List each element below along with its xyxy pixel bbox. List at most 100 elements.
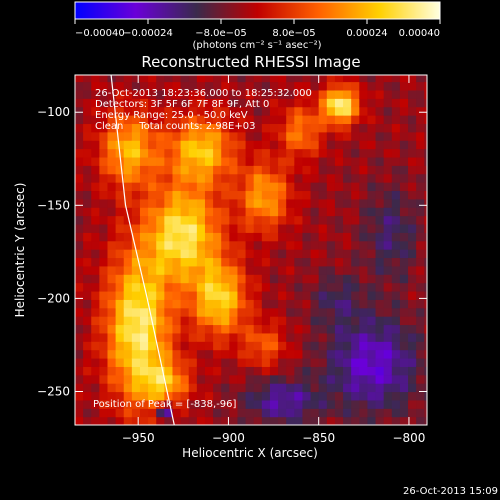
heatmap-cell (286, 290, 295, 300)
heatmap-cell (334, 391, 344, 401)
heatmap-cell (237, 198, 247, 208)
heatmap-cell (229, 232, 239, 242)
heatmap-cell (310, 98, 320, 108)
heatmap-cell (164, 232, 174, 242)
y-tick-label: −250 (37, 384, 70, 398)
heatmap-cell (416, 198, 425, 208)
heatmap-cell (196, 223, 206, 233)
heatmap-cell (180, 349, 190, 359)
heatmap-cell (367, 240, 377, 250)
heatmap-cell (326, 215, 336, 225)
heatmap-cell (399, 332, 409, 342)
heatmap-cell (131, 341, 141, 351)
heatmap-cell (245, 249, 255, 259)
heatmap-cell (123, 165, 133, 175)
heatmap-cell (237, 341, 247, 351)
heatmap-cell (424, 81, 427, 91)
heatmap-cell (99, 299, 109, 309)
heatmap-cell (204, 207, 214, 217)
heatmap-cell (75, 383, 84, 393)
heatmap-cell (391, 131, 401, 141)
heatmap-cell (123, 156, 133, 166)
heatmap-cell (408, 366, 417, 376)
heatmap-cell (115, 131, 125, 141)
heatmap-cell (424, 89, 427, 99)
heatmap-cell (408, 240, 417, 250)
heatmap-cell (343, 115, 352, 125)
heatmap-cell (83, 290, 92, 300)
heatmap-cell (351, 81, 360, 91)
heatmap-cell (115, 299, 125, 309)
heatmap-cell (139, 140, 149, 150)
heatmap-cell (204, 416, 214, 425)
heatmap-cell (164, 316, 174, 326)
heatmap-cell (302, 374, 312, 384)
heatmap-cell (123, 75, 133, 83)
heatmap-cell (261, 98, 271, 108)
heatmap-cell (278, 198, 287, 208)
heatmap-cell (131, 299, 141, 309)
heatmap-cell (359, 140, 369, 150)
heatmap-cell (229, 399, 239, 409)
heatmap-cell (343, 341, 352, 351)
heatmap-cell (302, 81, 312, 91)
heatmap-cell (237, 324, 247, 334)
colorbar (74, 1, 441, 20)
heatmap-cell (416, 106, 425, 116)
heatmap-cell (180, 299, 190, 309)
heatmap-cell (172, 123, 182, 133)
heatmap-cell (318, 156, 328, 166)
heatmap-cell (343, 89, 352, 99)
heatmap-cell (408, 383, 417, 393)
heatmap-cell (99, 98, 109, 108)
heatmap-cell (204, 182, 214, 192)
heatmap-cell (131, 156, 141, 166)
heatmap-cell (99, 249, 109, 259)
heatmap-cell (416, 265, 425, 275)
heatmap-cell (367, 75, 377, 83)
heatmap-cell (107, 148, 117, 158)
heatmap-cell (334, 131, 344, 141)
heatmap-cell (343, 290, 352, 300)
heatmap-cell (399, 299, 409, 309)
heatmap-cell (424, 332, 427, 342)
heatmap-cell (351, 332, 360, 342)
heatmap-cell (156, 399, 165, 409)
heatmap-cell (148, 391, 157, 401)
heatmap-cell (359, 190, 369, 200)
heatmap-cell (196, 81, 206, 91)
heatmap-cell (245, 240, 255, 250)
heatmap-cell (172, 416, 182, 425)
heatmap-cell (156, 232, 165, 242)
heatmap-cell (139, 131, 149, 141)
heatmap-cell (99, 257, 109, 267)
heatmap-cell (164, 98, 174, 108)
heatmap-cell (204, 299, 214, 309)
heatmap-cell (359, 89, 369, 99)
heatmap-cell (156, 173, 165, 183)
heatmap-cell (318, 416, 328, 425)
heatmap-cell (99, 332, 109, 342)
heatmap-cell (375, 391, 385, 401)
heatmap-cell (180, 198, 190, 208)
heatmap-cell (221, 274, 230, 284)
heatmap-cell (278, 215, 287, 225)
heatmap-cell (139, 290, 149, 300)
heatmap-cell (391, 75, 401, 83)
heatmap-cell (359, 249, 369, 259)
heatmap-cell (164, 223, 174, 233)
heatmap-cell (75, 198, 84, 208)
heatmap-cell (318, 115, 328, 125)
heatmap-cell (343, 399, 352, 409)
heatmap-cell (383, 349, 393, 359)
heatmap-cell (253, 106, 263, 116)
heatmap-cell (302, 232, 312, 242)
heatmap-cell (351, 374, 360, 384)
heatmap-cell (164, 374, 174, 384)
heatmap-cell (383, 98, 393, 108)
heatmap-cell (326, 123, 336, 133)
heatmap-cell (391, 383, 401, 393)
heatmap-cell (391, 148, 401, 158)
heatmap-cell (399, 156, 409, 166)
heatmap-cell (359, 223, 369, 233)
